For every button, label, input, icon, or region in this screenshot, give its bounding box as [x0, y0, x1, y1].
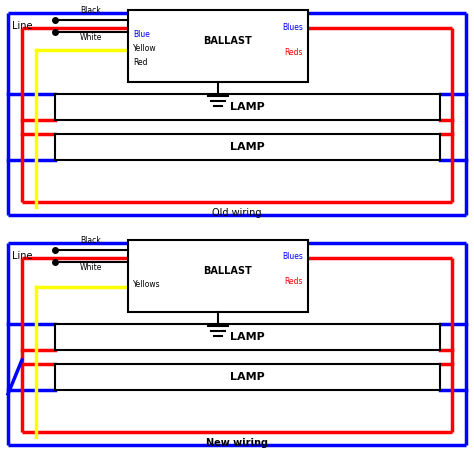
Text: LAMP: LAMP	[230, 142, 265, 152]
Text: White: White	[80, 263, 102, 272]
Text: BALLAST: BALLAST	[204, 36, 252, 46]
Text: BALLAST: BALLAST	[204, 266, 252, 276]
Bar	[55, 364, 440, 390]
Bar	[128, 10, 308, 82]
Text: Line: Line	[12, 21, 33, 31]
Text: Reds: Reds	[284, 278, 303, 286]
Text: Blues: Blues	[282, 23, 303, 32]
Text: Yellow: Yellow	[133, 44, 156, 53]
Text: LAMP: LAMP	[230, 372, 265, 382]
Text: Blue: Blue	[133, 30, 150, 39]
Text: White: White	[80, 33, 102, 42]
Text: Reds: Reds	[284, 48, 303, 56]
Text: Black: Black	[80, 236, 101, 245]
Bar	[128, 240, 308, 312]
Bar	[55, 94, 440, 120]
Bar	[55, 324, 440, 350]
Text: LAMP: LAMP	[230, 332, 265, 342]
Bar	[55, 134, 440, 160]
Text: New wiring: New wiring	[206, 438, 268, 448]
Text: LAMP: LAMP	[230, 102, 265, 112]
Text: Yellows: Yellows	[133, 280, 161, 289]
Text: Red: Red	[133, 58, 147, 66]
Text: Old wiring: Old wiring	[212, 208, 262, 218]
Text: Black: Black	[80, 6, 101, 15]
Text: Blues: Blues	[282, 253, 303, 261]
Text: Line: Line	[12, 251, 33, 261]
